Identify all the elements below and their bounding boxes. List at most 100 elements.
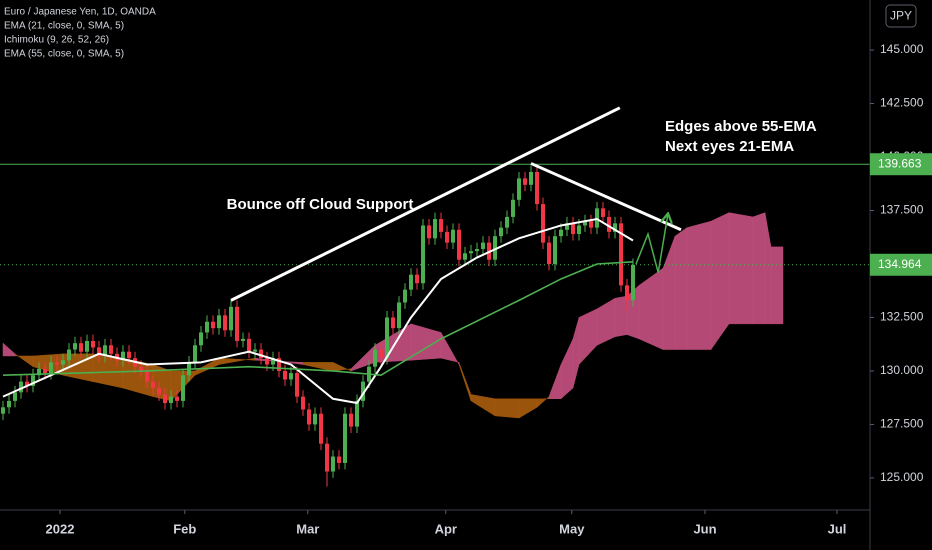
candle-body [277,358,281,371]
candle-body [175,396,179,401]
candle-body [577,225,581,235]
candle-body [523,178,527,185]
candle-body [631,264,635,301]
candle-body [619,223,623,286]
candle-body [499,227,503,237]
candle-body [205,321,209,333]
x-tick-label: Mar [296,521,319,536]
candle-body [457,229,461,260]
annotation: Next eyes 21-EMA [665,138,794,155]
candle-body [421,225,425,284]
candle-body [517,178,521,200]
candle-body [583,221,587,226]
y-tick-label: 132.500 [880,310,924,324]
annotation: Edges above 55-EMA [665,118,817,135]
candle-body [541,204,545,243]
candle-body [271,358,275,365]
candle-body [565,223,569,230]
candle-body [85,340,89,352]
candle-body [49,362,53,374]
candle-body [325,443,329,472]
candle-body [163,394,167,404]
candle-body [73,343,77,350]
axes: 125.000127.500130.000132.500135.000137.5… [46,42,932,536]
y-tick-label: 142.500 [880,96,924,110]
candle-body [625,285,629,301]
candle-body [445,231,449,243]
candle-body [235,306,239,341]
candle-body [373,349,377,367]
candle-body [307,409,311,425]
legend-indicator: EMA (21, close, 0, SMA, 5) [4,21,124,32]
candle-body [385,317,389,359]
candle-body [79,343,83,352]
annotation: Bounce off Cloud Support [227,196,414,213]
candle-body [505,216,509,228]
candle-body [55,362,59,365]
x-tick-label: Apr [435,521,457,536]
cloud-segment [728,212,754,325]
x-tick-label: Jul [828,521,847,536]
candle-body [493,236,497,260]
y-tick-label: 137.500 [880,203,924,217]
x-tick-label: 2022 [46,521,75,536]
x-tick-label: Feb [173,521,196,536]
candle-body [229,306,233,331]
candle-body [589,221,593,228]
candle-body [121,351,125,361]
candle-body [547,242,551,264]
candle-body [169,396,173,404]
trend-line [230,106,621,302]
candle-body [601,208,605,217]
candle-body [535,171,539,205]
candle-body [391,317,395,329]
currency-box[interactable] [885,4,917,28]
candle-body [157,388,161,395]
candle-body [109,345,113,354]
candle-body [313,413,317,425]
candle-body [289,373,293,380]
candle-body [361,381,365,401]
x-tick-label: May [559,521,585,536]
candle-body [355,400,359,427]
candle-body [91,340,95,348]
legend-title: Euro / Japanese Yen, 1D, OANDA [4,7,156,18]
candle-body [181,375,185,401]
price-label: 134.964 [878,257,922,271]
candle-body [145,370,149,382]
candle-body [415,274,419,284]
x-tick-label: Jun [693,521,716,536]
candle-body [97,347,101,356]
candle-body [595,208,599,228]
candle-body [283,370,287,380]
candle-body [31,375,35,386]
candle-body [427,225,431,239]
cloud-segment [494,398,520,419]
candle-body [7,400,11,408]
candle-body [265,358,269,365]
price-label: 139.663 [878,156,922,170]
candle-body [433,219,437,239]
candle-body [511,199,515,217]
candle-body [1,407,5,414]
candle-body [469,251,473,254]
price-label-box [870,153,932,176]
candle-body [61,360,65,365]
ema-line [2,218,634,405]
projection-path [635,215,668,273]
candle-body [613,223,617,232]
candle-body [397,302,401,329]
cloud-segment [752,212,766,325]
cloud-segment [614,295,628,338]
candle-body [217,315,221,329]
candle-body [451,229,455,243]
candle-body [439,219,443,232]
candle-body [259,349,263,359]
candle-body [139,366,143,371]
y-tick-label: 130.000 [880,363,924,377]
candle-body [127,351,131,359]
candle-body [475,249,479,252]
candle-body [67,349,71,361]
